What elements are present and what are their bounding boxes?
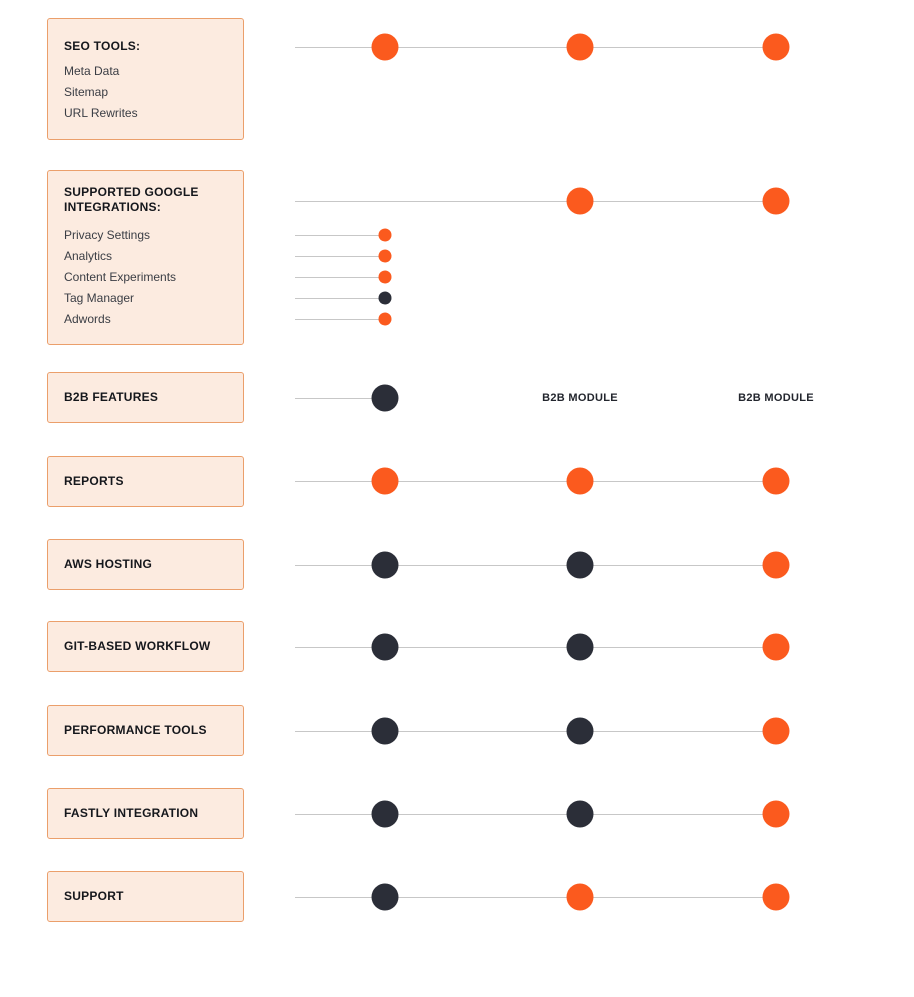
connector-line-content-experiments — [295, 277, 385, 278]
dot-git-col1 — [371, 633, 399, 661]
feature-box-item: Tag Manager — [64, 291, 135, 305]
feature-box-title: FASTLY INTEGRATION — [64, 806, 199, 820]
connector-line-seo — [295, 47, 776, 48]
dot-reports-col3 — [762, 467, 790, 495]
feature-box-title: PERFORMANCE TOOLS — [64, 723, 207, 737]
dot-fastly-col2 — [566, 800, 594, 828]
connector-line-b2b — [295, 398, 385, 399]
feature-box-google-integrations: SUPPORTED GOOGLE INTEGRATIONS: Privacy S… — [47, 170, 244, 345]
dot-google-col3 — [762, 187, 790, 215]
connector-line-support — [295, 897, 776, 898]
dot-performance-col3 — [762, 717, 790, 745]
dot-support-col1 — [371, 883, 399, 911]
dot-adwords — [378, 312, 392, 326]
dot-aws-col1 — [371, 551, 399, 579]
feature-box-item: Content Experiments — [64, 270, 177, 284]
feature-box-item: Analytics — [64, 249, 113, 263]
dot-content-experiments — [378, 270, 392, 284]
feature-box-reports: REPORTS — [47, 456, 244, 507]
dot-support-col3 — [762, 883, 790, 911]
connector-line-aws — [295, 565, 776, 566]
feature-box-b2b-features: B2B FEATURES — [47, 372, 244, 423]
feature-box-git-workflow: GIT-BASED WORKFLOW — [47, 621, 244, 672]
feature-box-item: Sitemap — [64, 85, 109, 99]
connector-line-performance — [295, 731, 776, 732]
feature-box-title: AWS HOSTING — [64, 557, 153, 571]
feature-box-title: REPORTS — [64, 474, 124, 488]
connector-line-tag-manager — [295, 298, 385, 299]
connector-line-fastly — [295, 814, 776, 815]
feature-box-item: URL Rewrites — [64, 106, 138, 120]
dot-support-col2 — [566, 883, 594, 911]
dot-privacy-settings — [378, 228, 392, 242]
dot-aws-col2 — [566, 551, 594, 579]
dot-performance-col2 — [566, 717, 594, 745]
feature-box-aws-hosting: AWS HOSTING — [47, 539, 244, 590]
connector-line-reports — [295, 481, 776, 482]
feature-box-title: B2B FEATURES — [64, 390, 159, 404]
feature-box-title: SUPPORTED GOOGLE INTEGRATIONS: — [64, 185, 199, 214]
dot-performance-col1 — [371, 717, 399, 745]
dot-fastly-col3 — [762, 800, 790, 828]
dot-google-col2 — [566, 187, 594, 215]
dot-tag-manager — [378, 291, 392, 305]
connector-line-analytics — [295, 256, 385, 257]
dot-aws-col3 — [762, 551, 790, 579]
feature-box-seo-tools: SEO TOOLS: Meta Data Sitemap URL Rewrite… — [47, 18, 244, 140]
feature-box-item: Meta Data — [64, 64, 120, 78]
feature-box-title: SUPPORT — [64, 889, 124, 903]
feature-box-performance-tools: PERFORMANCE TOOLS — [47, 705, 244, 756]
b2b-module-label-col2: B2B MODULE — [542, 392, 618, 404]
dot-seo-col1 — [371, 33, 399, 61]
connector-line-git — [295, 647, 776, 648]
dot-reports-col1 — [371, 467, 399, 495]
connector-line-google — [295, 201, 776, 202]
dot-git-col3 — [762, 633, 790, 661]
feature-box-title: SEO TOOLS: — [64, 39, 141, 53]
connector-line-privacy-settings — [295, 235, 385, 236]
dot-seo-col2 — [566, 33, 594, 61]
b2b-module-label-col3: B2B MODULE — [738, 392, 814, 404]
feature-box-support: SUPPORT — [47, 871, 244, 922]
dot-b2b-col1 — [371, 384, 399, 412]
feature-box-item: Adwords — [64, 312, 111, 326]
feature-box-item: Privacy Settings — [64, 228, 151, 242]
feature-box-fastly-integration: FASTLY INTEGRATION — [47, 788, 244, 839]
dot-git-col2 — [566, 633, 594, 661]
dot-reports-col2 — [566, 467, 594, 495]
dot-fastly-col1 — [371, 800, 399, 828]
dot-seo-col3 — [762, 33, 790, 61]
connector-line-adwords — [295, 319, 385, 320]
dot-analytics — [378, 249, 392, 263]
feature-box-title: GIT-BASED WORKFLOW — [64, 639, 211, 653]
